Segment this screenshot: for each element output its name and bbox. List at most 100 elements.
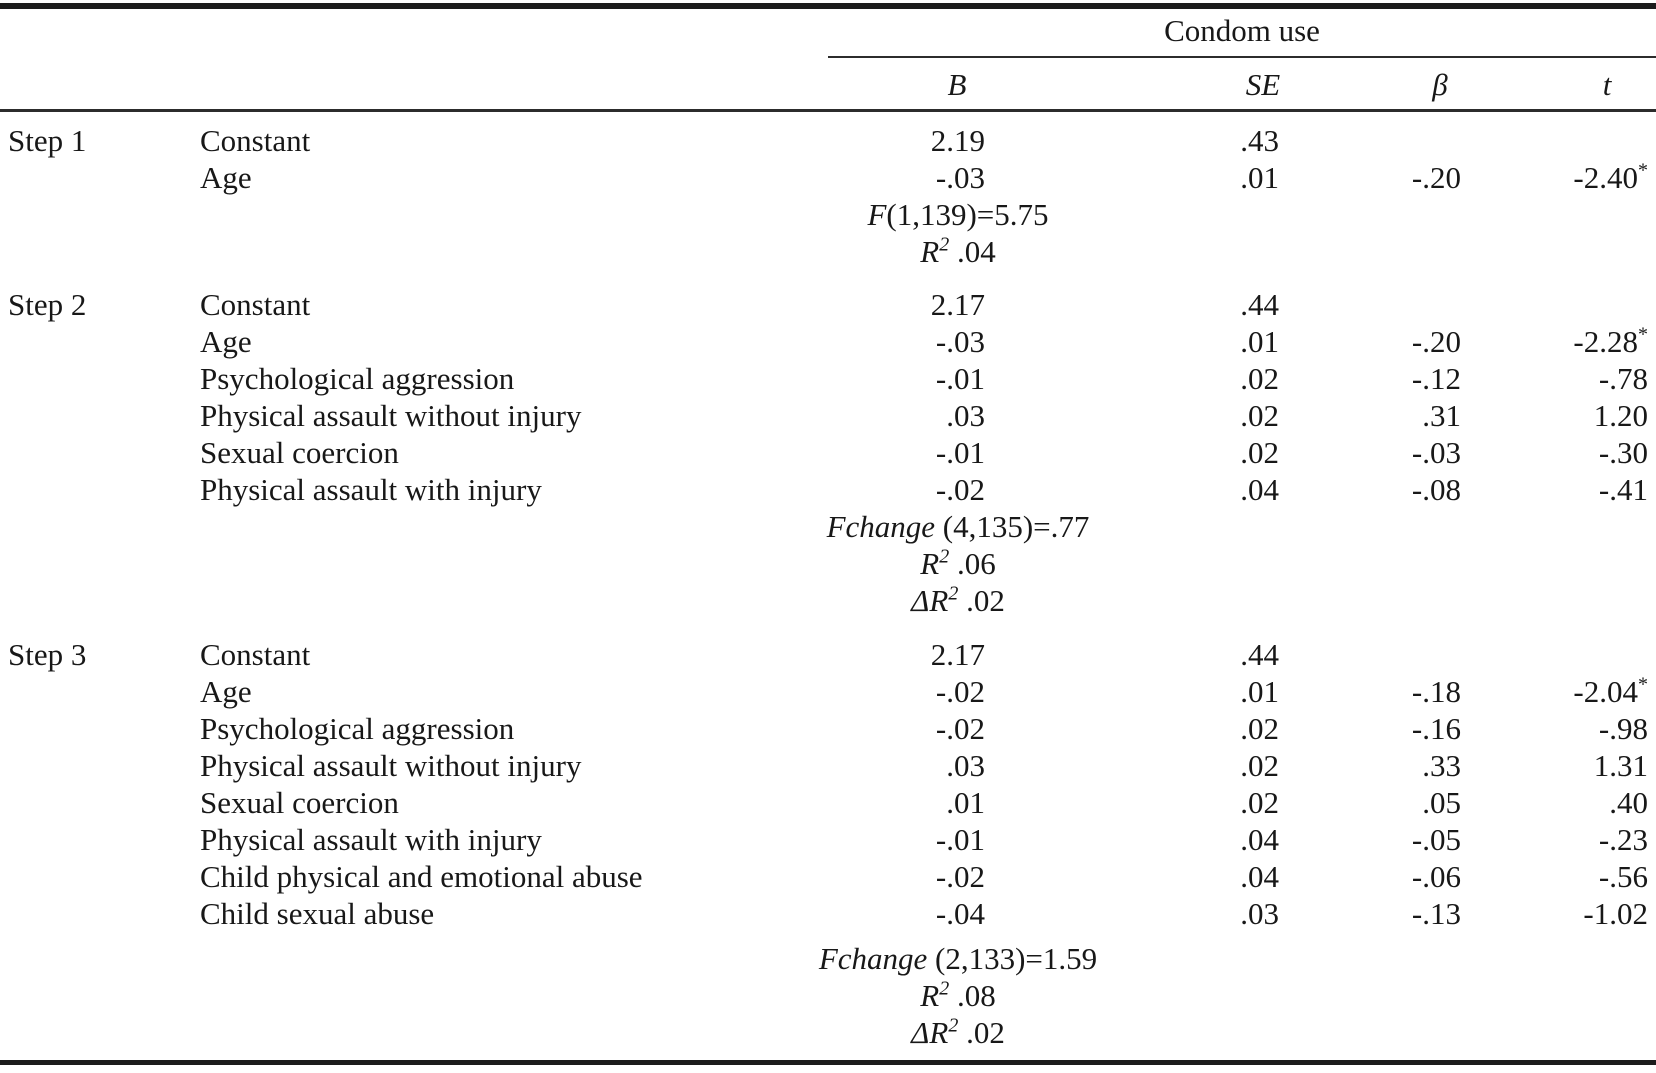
- stat-value: .02: [958, 1015, 1005, 1050]
- predictor-label: Psychological aggression: [200, 711, 515, 746]
- value-beta: -.20: [1411, 160, 1461, 195]
- predictor-label: Physical assault without injury: [200, 398, 582, 433]
- model-stat-line: F(1,139)=5.75: [0, 196, 1656, 233]
- table-row: Step 2 Constant 2.17 .44: [0, 286, 1656, 323]
- model-stat-line: R2 .08: [0, 977, 1656, 1014]
- value-se: .03: [1240, 896, 1279, 931]
- table-body: Step 1 Constant 2.19.43 Age -.03.01 -.20 -2.40…: [0, 112, 1656, 1051]
- value-t: [1464, 122, 1656, 159]
- value-b: -.01: [935, 361, 985, 396]
- stat-value: .04: [949, 234, 996, 269]
- step-label: Step 1: [8, 123, 87, 158]
- step-block: Step 2 Constant 2.17.44 Age -.03.01 -.20 -2.28…: [0, 286, 1656, 619]
- value-se: .02: [1240, 711, 1279, 746]
- table-row: Age -.03.01 -.20 -2.40*: [0, 159, 1656, 196]
- model-stat-text: R2 .08: [920, 977, 995, 1014]
- table-top-rule: [0, 3, 1656, 9]
- value-t: -.56: [1464, 858, 1656, 895]
- value-se: .02: [1240, 398, 1279, 433]
- value-beta: -.06: [1411, 859, 1461, 894]
- value-se: .04: [1240, 472, 1279, 507]
- value-se: .02: [1240, 785, 1279, 820]
- step-block: Step 3 Constant 2.17.44 Age -.02.01 -.18 -2.04…: [0, 636, 1656, 1051]
- value-beta: .05: [1422, 785, 1461, 820]
- value-t: -.41: [1464, 471, 1656, 508]
- table-row: Age -.02.01 -.18 -2.04*: [0, 673, 1656, 710]
- value-b: -.02: [935, 859, 985, 894]
- predictor-label: Age: [200, 160, 252, 195]
- step-label: [0, 821, 190, 858]
- stat-superscript: 2: [948, 582, 959, 605]
- step-label: [0, 895, 190, 932]
- value-b: -.01: [935, 822, 985, 857]
- model-stat-line: Fchange (2,133)=1.59: [0, 940, 1656, 977]
- step-label: Step 3: [8, 637, 87, 672]
- value-beta: -.16: [1411, 711, 1461, 746]
- stat-symbol: ΔR: [911, 1015, 949, 1050]
- table-row: Physical assault with injury -.01 .04 -.05 -…: [0, 821, 1656, 858]
- model-stat-line: R2 .04: [0, 233, 1656, 270]
- table-row: Psychological aggression -.01 .02 -.12 -.78: [0, 360, 1656, 397]
- column-header-t: t: [1602, 67, 1612, 102]
- value-t-number: -.23: [1598, 822, 1648, 857]
- value-t-number: -2.28: [1573, 324, 1638, 359]
- model-stat-text: Fchange (4,135)=.77: [827, 508, 1090, 545]
- value-t: [1464, 286, 1656, 323]
- predictor-label: Physical assault with injury: [200, 472, 542, 507]
- spanner-underline: [828, 56, 1656, 58]
- stat-superscript: 2: [939, 545, 950, 568]
- model-stat-text: ΔR2 .02: [911, 1014, 1005, 1051]
- significance-asterisk: *: [1638, 323, 1648, 346]
- stat-symbol: Fchange: [826, 509, 936, 544]
- model-statistics: F(1,139)=5.75 R2 .04: [0, 196, 1656, 270]
- model-stat-text: F(1,139)=5.75: [867, 196, 1048, 233]
- value-se: .02: [1240, 435, 1279, 470]
- predictor-label: Sexual coercion: [200, 435, 399, 470]
- predictor-label: Child sexual abuse: [200, 896, 435, 931]
- value-beta: -.03: [1411, 435, 1461, 470]
- value-se: .02: [1240, 361, 1279, 396]
- table-row: Child physical and emotional abuse -.02 .0…: [0, 858, 1656, 895]
- predictor-label: Physical assault without injury: [200, 748, 582, 783]
- value-t: -.78: [1464, 360, 1656, 397]
- step-label: [0, 434, 190, 471]
- stat-value: .02: [958, 583, 1005, 618]
- value-b: -.04: [935, 896, 985, 931]
- value-t-number: 1.31: [1593, 748, 1648, 783]
- significance-asterisk: *: [1638, 673, 1648, 696]
- value-se: .01: [1240, 160, 1279, 195]
- value-se: .43: [1240, 123, 1279, 158]
- column-header-beta: β: [1432, 67, 1448, 102]
- step-label: [0, 747, 190, 784]
- value-t: [1464, 636, 1656, 673]
- model-stat-text: Fchange (2,133)=1.59: [819, 940, 1097, 977]
- value-se: .01: [1240, 324, 1279, 359]
- model-stat-text: R2 .06: [920, 545, 995, 582]
- value-b: -.02: [935, 472, 985, 507]
- value-t-number: -.78: [1598, 361, 1648, 396]
- value-t: -.23: [1464, 821, 1656, 858]
- predictor-label: Constant: [200, 287, 311, 322]
- value-b: -.01: [935, 435, 985, 470]
- value-b: 2.17: [930, 637, 985, 672]
- table-row: Step 1 Constant 2.19 .43: [0, 122, 1656, 159]
- table-row: Physical assault without injury .03 .02 .33…: [0, 747, 1656, 784]
- stat-superscript: 2: [939, 977, 950, 1000]
- value-t: -.98: [1464, 710, 1656, 747]
- value-beta: -.12: [1411, 361, 1461, 396]
- step-label: [0, 471, 190, 508]
- stat-symbol: F: [867, 197, 887, 232]
- predictor-label: Psychological aggression: [200, 361, 515, 396]
- stat-value: .06: [949, 546, 996, 581]
- spanner-header: Condom use: [1164, 13, 1320, 48]
- value-b: .01: [946, 785, 985, 820]
- value-beta: -.20: [1411, 324, 1461, 359]
- value-t-number: -2.04: [1573, 674, 1638, 709]
- table-row: Child sexual abuse -.04 .03 -.13 -1.02: [0, 895, 1656, 932]
- value-b: -.03: [935, 324, 985, 359]
- value-se: .04: [1240, 859, 1279, 894]
- value-t-number: -1.02: [1583, 896, 1648, 931]
- model-statistics: Fchange (4,135)=.77 R2 .06 ΔR2 .02: [0, 508, 1656, 619]
- predictor-label: Age: [200, 674, 252, 709]
- model-stat-line: R2 .06: [0, 545, 1656, 582]
